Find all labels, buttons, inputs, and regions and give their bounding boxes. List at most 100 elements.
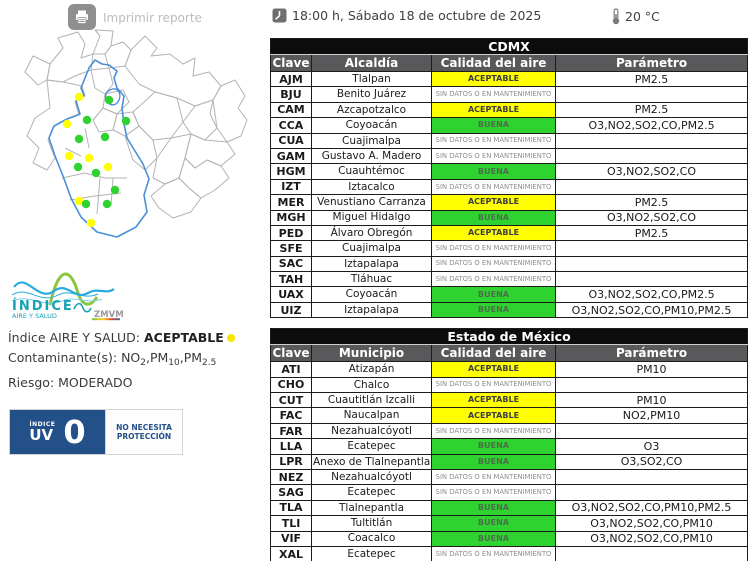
table-row: IZT Iztacalco SIN DATOS O EN MANTENIMIENTO bbox=[270, 178, 749, 196]
station-code: GAM bbox=[270, 147, 312, 165]
print-report-button[interactable] bbox=[68, 4, 96, 30]
table-row: FAR Nezahualcóyotl SIN DATOS O EN MANTENIM… bbox=[270, 422, 749, 440]
parameter-list bbox=[554, 147, 749, 165]
station-code: CUT bbox=[270, 392, 312, 409]
parameter-list bbox=[554, 422, 749, 440]
station-dots bbox=[62, 92, 131, 228]
station-code: CUA bbox=[270, 132, 312, 149]
municipality-name: Cuajimalpa bbox=[311, 240, 432, 257]
logo-org: ZMVM bbox=[94, 310, 124, 320]
index-label: Índice AIRE Y SALUD: bbox=[8, 330, 144, 345]
col-header-alcaldia: Alcaldía bbox=[311, 54, 432, 72]
table-row: AJM Tlalpan ACEPTABLE PM2.5 bbox=[270, 70, 749, 88]
station-code: MER bbox=[270, 194, 312, 211]
municipality-name: Azcapotzalco bbox=[311, 101, 432, 119]
cdmx-boundary bbox=[48, 59, 150, 238]
municipality-name: Nezahualcóyotl bbox=[311, 422, 432, 440]
status-dot-yellow bbox=[226, 334, 235, 342]
parameter-list: PM10 bbox=[554, 392, 749, 409]
station-dot-good bbox=[121, 116, 131, 126]
table-row: TAH Tláhuac SIN DATOS O EN MANTENIMIENTO bbox=[270, 271, 749, 288]
municipality-name: Nezahualcóyotl bbox=[311, 468, 432, 486]
station-dot-good bbox=[74, 134, 84, 144]
air-quality-status: SIN DATOS O EN MANTENIMIENTO bbox=[431, 86, 556, 103]
station-code: CCA bbox=[270, 117, 312, 134]
air-quality-status: SIN DATOS O EN MANTENIMIENTO bbox=[431, 132, 556, 149]
table-title-edomex: Estado de México bbox=[269, 328, 749, 346]
table-row: UAX Coyoacán BUENA O3,NO2,SO2,CO,PM2.5 bbox=[270, 286, 749, 303]
station-code: LPR bbox=[270, 453, 312, 470]
air-quality-status: BUENA bbox=[431, 438, 556, 455]
air-quality-status: SIN DATOS O EN MANTENIMIENTO bbox=[431, 422, 556, 440]
station-dot-acceptable bbox=[62, 119, 72, 129]
station-code: PED bbox=[270, 224, 312, 242]
clock-icon bbox=[272, 8, 287, 23]
air-quality-status: SIN DATOS O EN MANTENIMIENTO bbox=[431, 240, 556, 257]
station-dot-acceptable bbox=[74, 196, 84, 206]
air-quality-status: BUENA bbox=[431, 286, 556, 303]
risk-label: Riesgo: bbox=[8, 375, 59, 390]
print-report-label: Imprimir reporte bbox=[103, 11, 202, 25]
parameter-list bbox=[554, 132, 749, 149]
air-quality-status: SIN DATOS O EN MANTENIMIENTO bbox=[431, 376, 556, 394]
station-dot-acceptable bbox=[84, 153, 94, 163]
station-dot-acceptable bbox=[74, 92, 84, 102]
parameter-list: PM2.5 bbox=[554, 194, 749, 211]
air-quality-status: SIN DATOS O EN MANTENIMIENTO bbox=[431, 271, 556, 288]
table-row: TLA Tlalnepantla BUENA O3,NO2,SO2,CO,PM10,P… bbox=[270, 499, 749, 517]
municipality-name: Coyoacán bbox=[311, 286, 432, 303]
station-dot-good bbox=[110, 185, 120, 195]
municipality-name: Iztapalapa bbox=[311, 301, 432, 319]
parameter-list bbox=[554, 468, 749, 486]
municipality-name: Coyoacán bbox=[311, 117, 432, 134]
municipality-name: Anexo de Tlalnepantla bbox=[311, 453, 432, 470]
parameter-list: O3 bbox=[554, 438, 749, 455]
air-quality-status: ACEPTABLE bbox=[431, 224, 556, 242]
parameter-list: O3,SO2,CO bbox=[554, 453, 749, 470]
parameter-list bbox=[554, 178, 749, 196]
table-row: PED Álvaro Obregón ACEPTABLE PM2.5 bbox=[270, 224, 749, 242]
parameter-list: PM2.5 bbox=[554, 101, 749, 119]
parameter-list: PM2.5 bbox=[554, 70, 749, 88]
station-code: ATI bbox=[270, 361, 312, 378]
col-header-calidad: Calidad del aire bbox=[431, 54, 556, 72]
table-row: NEZ Nezahualcóyotl SIN DATOS O EN MANTENIM… bbox=[270, 468, 749, 486]
municipality-name: Benito Juárez bbox=[311, 86, 432, 103]
municipality-name: Atizapán bbox=[311, 361, 432, 378]
table-row: CUA Cuajimalpa SIN DATOS O EN MANTENIMIENT… bbox=[270, 132, 749, 149]
table-row: UIZ Iztapalapa BUENA O3,NO2,SO2,CO,PM10,PM2… bbox=[270, 301, 749, 319]
station-dot-good bbox=[104, 95, 114, 105]
municipality-name: Ecatepec bbox=[311, 484, 432, 501]
table-row: MGH Miguel Hidalgo BUENA O3,NO2,SO2,CO bbox=[270, 209, 749, 226]
station-code: LLA bbox=[270, 438, 312, 455]
parameter-list bbox=[554, 240, 749, 257]
table-row: CCA Coyoacán BUENA O3,NO2,SO2,CO,PM2.5 bbox=[270, 117, 749, 134]
parameter-list bbox=[554, 86, 749, 103]
parameter-list: O3,NO2,SO2,CO,PM2.5 bbox=[554, 117, 749, 134]
parameter-list: O3,NO2,SO2,CO,PM10,PM2.5 bbox=[554, 301, 749, 319]
air-quality-summary: Índice AIRE Y SALUD: ACEPTABLE Contamina… bbox=[8, 328, 264, 393]
table-row: BJU Benito Juárez SIN DATOS O EN MANTENIMI… bbox=[270, 86, 749, 103]
table-row: SFE Cuajimalpa SIN DATOS O EN MANTENIMIENT… bbox=[270, 240, 749, 257]
col-header-parametro: Parámetro bbox=[554, 344, 749, 363]
parameter-list: PM10 bbox=[554, 361, 749, 378]
uv-protection-message: NO NECESITA PROTECCIÓN bbox=[105, 410, 182, 454]
parameter-list: O3,NO2,SO2,CO bbox=[554, 163, 749, 180]
air-quality-status: SIN DATOS O EN MANTENIMIENTO bbox=[431, 545, 556, 561]
air-quality-status: BUENA bbox=[431, 499, 556, 517]
station-code: CAM bbox=[270, 101, 312, 119]
parameter-list: PM2.5 bbox=[554, 224, 749, 242]
municipality-name: Tultitlán bbox=[311, 515, 432, 532]
col-header-clave: Clave bbox=[270, 54, 312, 72]
uv-value: 0 bbox=[63, 413, 86, 451]
air-quality-status: BUENA bbox=[431, 453, 556, 470]
station-code: FAC bbox=[270, 407, 312, 424]
air-quality-status: ACEPTABLE bbox=[431, 361, 556, 378]
municipality-name: Coacalco bbox=[311, 530, 432, 547]
uv-index-badge: ÍNDICE UV 0 NO NECESITA PROTECCIÓN bbox=[9, 409, 183, 455]
station-code: TAH bbox=[270, 271, 312, 288]
station-code: FAR bbox=[270, 422, 312, 440]
pollutants-value: NO2,PM10,PM2.5 bbox=[121, 350, 217, 368]
station-code: SAC bbox=[270, 255, 312, 273]
